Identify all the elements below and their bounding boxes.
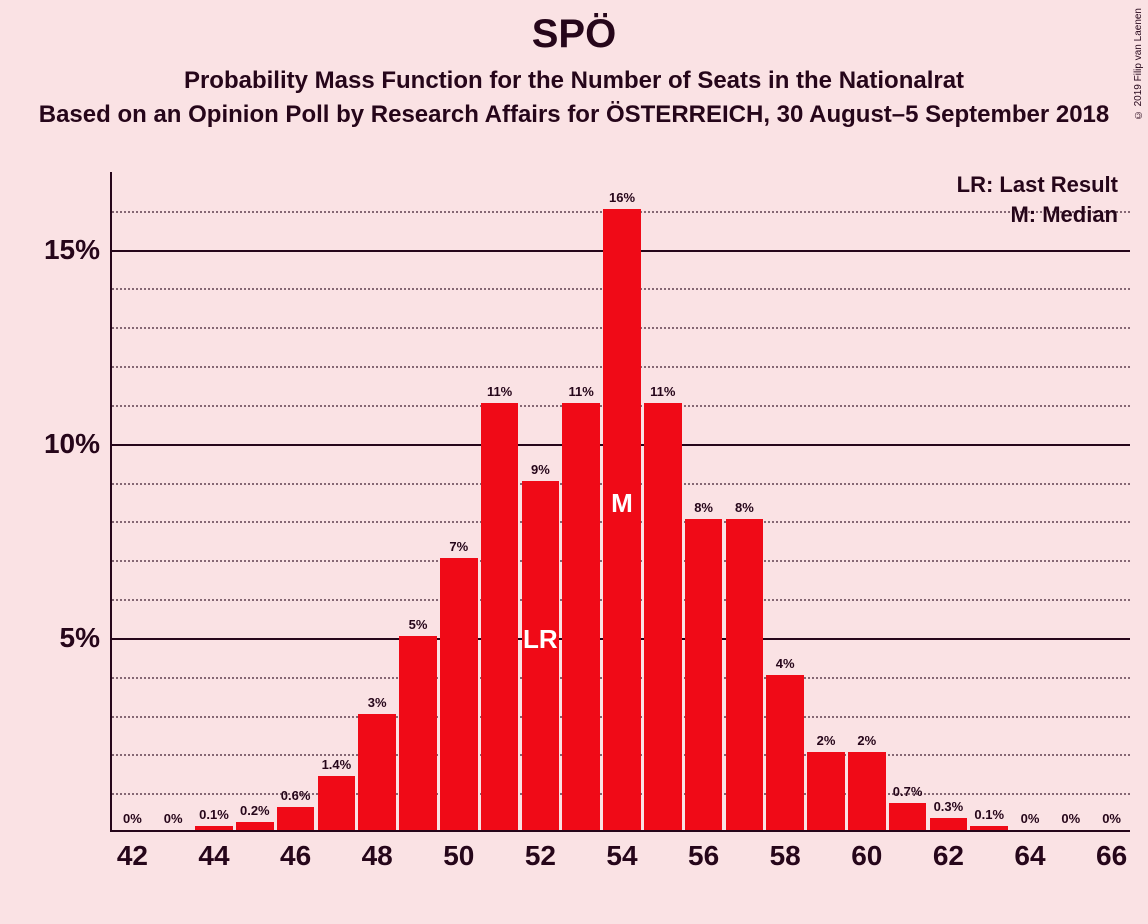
- bar-value-label: 0.2%: [240, 803, 270, 818]
- y-axis-label: 10%: [44, 428, 100, 460]
- x-axis-label: 42: [117, 840, 148, 872]
- bar: [440, 558, 478, 830]
- x-axis-label: 62: [933, 840, 964, 872]
- bar-value-label: 2%: [817, 733, 836, 748]
- x-axis-label: 50: [443, 840, 474, 872]
- bar: [807, 752, 845, 830]
- copyright-text: © 2019 Filip van Laenen: [1133, 8, 1144, 120]
- bar-value-label: 5%: [409, 617, 428, 632]
- title-sub1: Probability Mass Function for the Number…: [0, 67, 1148, 95]
- bar: [970, 826, 1008, 830]
- bar-value-label: 0%: [1021, 811, 1040, 826]
- bar-value-label: 11%: [650, 384, 675, 399]
- bar-value-label: 3%: [368, 695, 387, 710]
- bar-value-label: 4%: [776, 656, 795, 671]
- bar-value-label: 0%: [1102, 811, 1121, 826]
- bar-value-label: 7%: [449, 539, 468, 554]
- bar: [930, 818, 968, 830]
- chart: 5% 10% 15% 0% 0% 0.1% 0.2% 0.6% 1.4% 3% 5% 7% 11% 9% L…: [30, 172, 1130, 892]
- bar-value-label: 0.1%: [199, 807, 229, 822]
- bar-value-label: 2%: [857, 733, 876, 748]
- x-axis-label: 64: [1014, 840, 1045, 872]
- y-axis-label: 5%: [60, 622, 100, 654]
- x-axis-label: 56: [688, 840, 719, 872]
- bar: [889, 803, 927, 830]
- bar: [399, 636, 437, 830]
- plot-area: 5%10%15%0%0%0.1%0.2%0.6%1.4%3%5%7%11%9%L…: [110, 172, 1130, 832]
- bar: [318, 776, 356, 830]
- bar-value-label: 0.7%: [893, 784, 923, 799]
- bar-value-label: 0.3%: [934, 799, 964, 814]
- bar-value-label: 0%: [1061, 811, 1080, 826]
- bar-value-label: 0%: [123, 811, 142, 826]
- bar-value-label: 11%: [569, 384, 594, 399]
- bar-annotation: LR: [523, 624, 558, 655]
- title-sub2: Based on an Opinion Poll by Research Aff…: [0, 101, 1148, 129]
- bar: [481, 403, 519, 830]
- bar: [766, 675, 804, 830]
- titles-block: SPÖ Probability Mass Function for the Nu…: [0, 0, 1148, 129]
- bar-value-label: 11%: [487, 384, 512, 399]
- bar: [562, 403, 600, 830]
- bar-value-label: 9%: [531, 462, 550, 477]
- bar: [644, 403, 682, 830]
- x-axis-label: 54: [606, 840, 637, 872]
- bar-value-label: 0.6%: [281, 788, 311, 803]
- x-axis-label: 44: [198, 840, 229, 872]
- bar-value-label: 0.1%: [974, 807, 1004, 822]
- bar-value-label: 0%: [164, 811, 183, 826]
- bar-value-label: 8%: [735, 500, 754, 515]
- bar-annotation: M: [611, 488, 633, 519]
- bar: [195, 826, 233, 830]
- bar: [685, 519, 723, 830]
- x-axis-label: 60: [851, 840, 882, 872]
- bar-value-label: 8%: [694, 500, 713, 515]
- x-axis-label: 52: [525, 840, 556, 872]
- bar-value-label: 16%: [609, 190, 635, 205]
- x-axis-label: 46: [280, 840, 311, 872]
- title-main: SPÖ: [0, 12, 1148, 57]
- bar: [358, 714, 396, 830]
- x-axis-label: 58: [770, 840, 801, 872]
- bar: [522, 481, 560, 830]
- bar-value-label: 1.4%: [322, 757, 352, 772]
- bar: [848, 752, 886, 830]
- bar: [726, 519, 764, 830]
- bar: [277, 807, 315, 830]
- y-axis-label: 15%: [44, 234, 100, 266]
- x-axis-label: 66: [1096, 840, 1127, 872]
- x-axis-label: 48: [362, 840, 393, 872]
- bar: [236, 822, 274, 830]
